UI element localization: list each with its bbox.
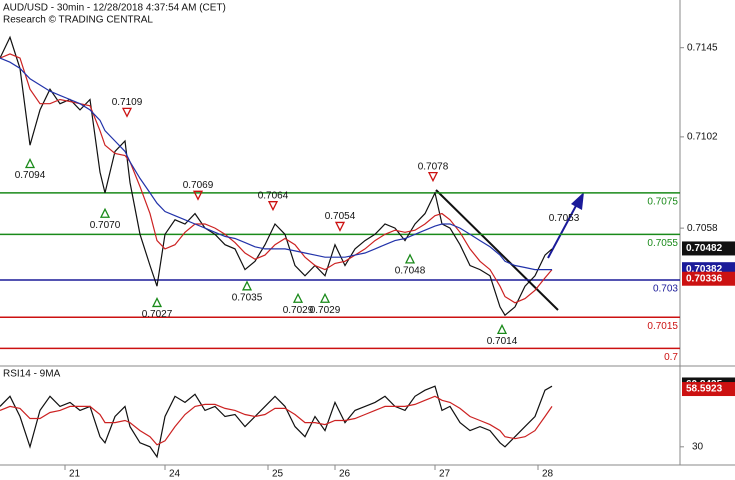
rsi-title: RSI14 - 9MA: [3, 369, 61, 380]
low-marker: [99, 207, 111, 218]
price-line: [0, 57, 552, 271]
level-label: 0.7075: [647, 197, 678, 208]
price-line: [0, 35, 553, 317]
low-label: 0.7070: [90, 220, 121, 231]
low-marker: [24, 158, 36, 169]
high-label: 0.7069: [183, 180, 214, 191]
high-label: 0.7078: [418, 161, 449, 172]
chart-subtitle: Research © TRADING CENTRAL: [3, 15, 153, 26]
low-label: 0.7029: [310, 305, 341, 316]
high-label: 0.7054: [325, 211, 356, 222]
price-box-label: 0.70482: [686, 243, 723, 254]
low-label: 0.7094: [15, 170, 46, 181]
low-marker: [496, 323, 508, 335]
price-box: [682, 382, 735, 397]
high-label: 0.7053: [549, 213, 580, 224]
x-tick-label: 26: [339, 469, 351, 480]
price-box: [682, 271, 735, 286]
rsi-line: [0, 385, 553, 459]
forecast-arrow: [547, 201, 579, 259]
high-marker: [427, 171, 439, 183]
arrow-head: [571, 192, 584, 210]
low-marker: [292, 292, 304, 303]
price-box: [682, 241, 735, 256]
x-tick-label: 27: [439, 469, 451, 480]
low-label: 0.7029: [283, 305, 314, 316]
high-label: 0.7109: [112, 97, 143, 108]
y-tick-label: 0.7058: [687, 223, 718, 234]
level-label: 0.7: [664, 352, 678, 363]
x-tick-label: 24: [169, 469, 181, 480]
level-label: 0.703: [653, 284, 678, 295]
high-label: 0.7064: [258, 190, 289, 201]
low-label: 0.7035: [232, 292, 263, 303]
low-label: 0.7048: [395, 266, 426, 277]
price-line: [0, 53, 553, 304]
high-marker: [192, 190, 204, 201]
low-label: 0.7027: [142, 309, 173, 320]
high-marker: [267, 201, 279, 212]
y-tick-label: 0.7145: [687, 42, 718, 53]
low-marker: [404, 253, 416, 264]
low-marker: [151, 296, 163, 308]
level-label: 0.7015: [647, 321, 678, 332]
price-box-label: 0.70336: [686, 273, 723, 284]
trend-line: [435, 189, 559, 311]
price-box-label: 0.70382: [686, 264, 723, 275]
high-marker: [334, 221, 346, 232]
x-tick-label: 21: [69, 469, 81, 480]
x-tick-label: 25: [272, 469, 284, 480]
rsi-line: [0, 395, 553, 446]
high-marker: [121, 107, 133, 118]
price-box-label: 58.5923: [686, 384, 723, 395]
low-marker: [241, 280, 253, 291]
y-tick-label: 0.7102: [687, 132, 718, 143]
chart-title: AUD/USD - 30min - 12/28/2018 4:37:54 AM …: [3, 3, 226, 14]
rsi-y-tick-label: 30: [692, 441, 704, 452]
x-tick-label: 28: [542, 469, 554, 480]
low-label: 0.7014: [487, 336, 518, 347]
level-label: 0.7055: [647, 238, 678, 249]
low-marker: [319, 292, 331, 303]
